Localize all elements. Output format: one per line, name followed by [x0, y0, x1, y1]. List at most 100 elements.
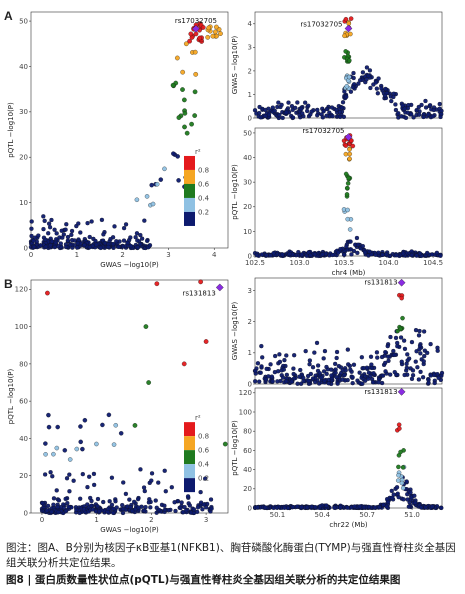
data-point [218, 31, 223, 36]
data-point [179, 500, 184, 505]
data-point [347, 156, 352, 162]
data-point [314, 340, 320, 346]
data-point [266, 112, 272, 117]
data-point [97, 509, 102, 514]
data-point [324, 106, 330, 112]
data-point [89, 503, 94, 508]
data-point [154, 181, 160, 187]
data-point [419, 505, 424, 510]
data-point [344, 94, 349, 100]
data-point [336, 363, 342, 369]
legend-swatch [184, 197, 195, 212]
data-point [85, 221, 90, 226]
data-point [344, 83, 350, 89]
data-point [198, 489, 203, 495]
data-point [255, 361, 261, 366]
data-point [65, 238, 71, 243]
data-point [420, 375, 426, 380]
lead-snp-label: rs131813 [183, 289, 216, 297]
y-tick-label: 50 [19, 17, 28, 25]
data-point [41, 214, 46, 219]
data-point [291, 371, 296, 377]
panel-letter: B [4, 277, 13, 291]
panel-b [29, 279, 229, 516]
data-point [90, 507, 96, 512]
data-point [67, 489, 72, 494]
data-point [348, 367, 353, 372]
data-point [208, 497, 214, 502]
data-point [102, 240, 108, 246]
data-point [46, 412, 51, 418]
y-tick-label: 1 [248, 91, 252, 99]
data-point [402, 346, 408, 352]
data-point [324, 364, 329, 370]
data-point [95, 496, 101, 502]
data-point [75, 245, 80, 250]
data-point [324, 113, 329, 118]
data-point [414, 253, 419, 258]
data-point [52, 244, 57, 250]
data-point [291, 366, 296, 371]
data-point [99, 217, 105, 223]
data-point [51, 451, 56, 457]
data-point [277, 359, 283, 364]
legend-label: 0.6 [198, 180, 210, 188]
data-point [366, 73, 371, 78]
y-axis-label: GWAS −log10(P) [231, 35, 239, 94]
data-point [415, 365, 420, 370]
data-point [162, 468, 167, 473]
figure-title: 图8 | 蛋白质数量性状位点(pQTL)与强直性脊柱炎全基因组关联分析的共定位结… [6, 574, 401, 586]
data-point [414, 107, 419, 113]
data-point [49, 509, 54, 514]
y-tick-label: 30 [19, 108, 28, 116]
data-point [85, 484, 90, 490]
data-point [131, 499, 137, 505]
data-point [324, 371, 329, 377]
data-point [409, 112, 414, 117]
data-point [310, 376, 316, 381]
data-point [284, 110, 289, 115]
y-tick-label: 20 [19, 472, 28, 480]
data-point [344, 192, 350, 197]
data-point [336, 250, 341, 255]
data-point [360, 70, 366, 75]
data-point [173, 508, 178, 514]
y-tick-label: 3 [248, 44, 252, 52]
data-point [333, 361, 338, 367]
data-point [337, 114, 343, 120]
data-point [111, 241, 116, 247]
data-point [401, 338, 407, 343]
data-point [272, 369, 278, 375]
x-tick-label: 2 [120, 251, 124, 259]
data-point [399, 295, 404, 301]
data-point [302, 100, 308, 105]
data-point [292, 353, 297, 358]
legend-label: 0.2 [198, 475, 209, 483]
data-point [29, 226, 34, 231]
data-point [138, 232, 143, 238]
data-point [350, 380, 355, 386]
data-point [56, 509, 61, 515]
data-point [264, 366, 269, 371]
data-point [98, 245, 103, 251]
data-point [351, 70, 356, 76]
data-point [65, 500, 70, 506]
data-point [401, 497, 406, 502]
data-point [347, 58, 352, 63]
data-point [286, 100, 291, 105]
y-tick-label: 0 [248, 252, 252, 260]
y-tick-label: 80 [19, 360, 28, 368]
data-point [67, 472, 72, 477]
data-point [289, 379, 294, 384]
data-point [192, 49, 198, 55]
y-tick-label: 60 [19, 398, 28, 406]
data-point [66, 504, 71, 509]
data-point [59, 228, 64, 233]
lead-snp-marker [397, 278, 406, 287]
data-point [337, 109, 343, 115]
data-point [40, 501, 45, 506]
data-point [437, 101, 442, 107]
data-point [128, 243, 133, 249]
data-point [348, 247, 354, 252]
data-point [308, 112, 313, 117]
